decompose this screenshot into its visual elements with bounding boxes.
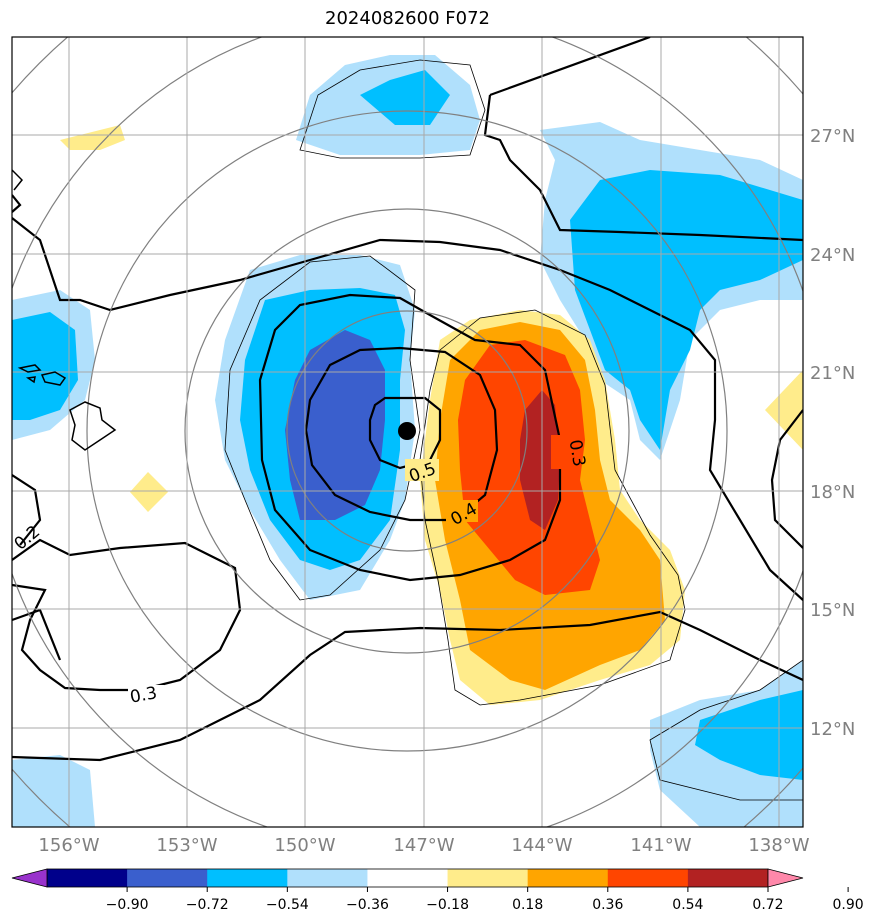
positive-max-shading xyxy=(520,390,560,530)
lon-label: 153°W xyxy=(156,835,217,856)
colorbar-segment xyxy=(47,869,128,887)
lat-label: 15°N xyxy=(810,600,855,621)
lon-label: 144°W xyxy=(511,835,572,856)
lat-label: 12°N xyxy=(810,719,855,740)
colorbar-tick-label: −0.72 xyxy=(186,897,229,913)
lat-label: 21°N xyxy=(810,363,855,384)
lon-label: 156°W xyxy=(38,835,99,856)
map-frame xyxy=(11,36,804,828)
colorbar-segment xyxy=(207,869,288,887)
lon-label: 141°W xyxy=(630,835,691,856)
negative-strong-shading xyxy=(285,330,385,520)
colorbar-tick-label: 0.36 xyxy=(592,897,623,913)
lon-label: 150°W xyxy=(274,835,335,856)
lat-label: 24°N xyxy=(810,245,855,266)
colorbar-tick-label: −0.36 xyxy=(346,897,389,913)
colorbar-segment xyxy=(687,869,769,887)
colorbar-tick-label: 0.18 xyxy=(512,897,543,913)
colorbar-tick-label: −0.18 xyxy=(426,897,469,913)
colorbar-segment xyxy=(367,869,449,887)
colorbar-extend-max xyxy=(767,868,804,888)
colorbar-segment xyxy=(287,869,368,887)
hawaii-coastline xyxy=(12,169,117,451)
contour-label: 0.3 xyxy=(565,438,589,468)
contour-label-group: 0.5 0.4 0.3 0.2 0.3 xyxy=(12,435,589,708)
colorbar-tick-label: 0.90 xyxy=(833,897,864,913)
colorbar: −0.90 −0.72 −0.54 −0.36 −0.18 0.18 0.36 0.54 0.7… xyxy=(11,868,864,913)
colorbar-tick-label: 0.72 xyxy=(752,897,783,913)
thin-contours xyxy=(224,59,803,801)
latitude-labels: 27°N 24°N 21°N 18°N 15°N 12°N xyxy=(810,126,855,740)
negative-mid-shading xyxy=(12,70,803,780)
colorbar-segment xyxy=(527,869,609,887)
contour-label: 0.3 xyxy=(129,683,159,707)
map-title: 2024082600 F072 xyxy=(325,8,490,29)
colorbar-segment xyxy=(447,869,529,887)
thick-contours xyxy=(12,37,803,762)
lon-label: 147°W xyxy=(393,835,454,856)
graticule xyxy=(12,37,803,827)
lat-label: 27°N xyxy=(810,126,855,147)
colorbar-tick-label: −0.54 xyxy=(266,897,309,913)
storm-center-marker xyxy=(398,422,416,440)
colorbar-segment xyxy=(127,869,208,887)
colorbar-tick-label: −0.90 xyxy=(106,897,149,913)
colorbar-extend-min xyxy=(11,868,48,888)
longitude-labels: 156°W 153°W 150°W 147°W 144°W 141°W 138°… xyxy=(38,835,809,856)
colorbar-segment xyxy=(607,869,689,887)
lat-label: 18°N xyxy=(810,482,855,503)
colorbar-tick-label: 0.54 xyxy=(672,897,703,913)
lon-label: 138°W xyxy=(748,835,809,856)
